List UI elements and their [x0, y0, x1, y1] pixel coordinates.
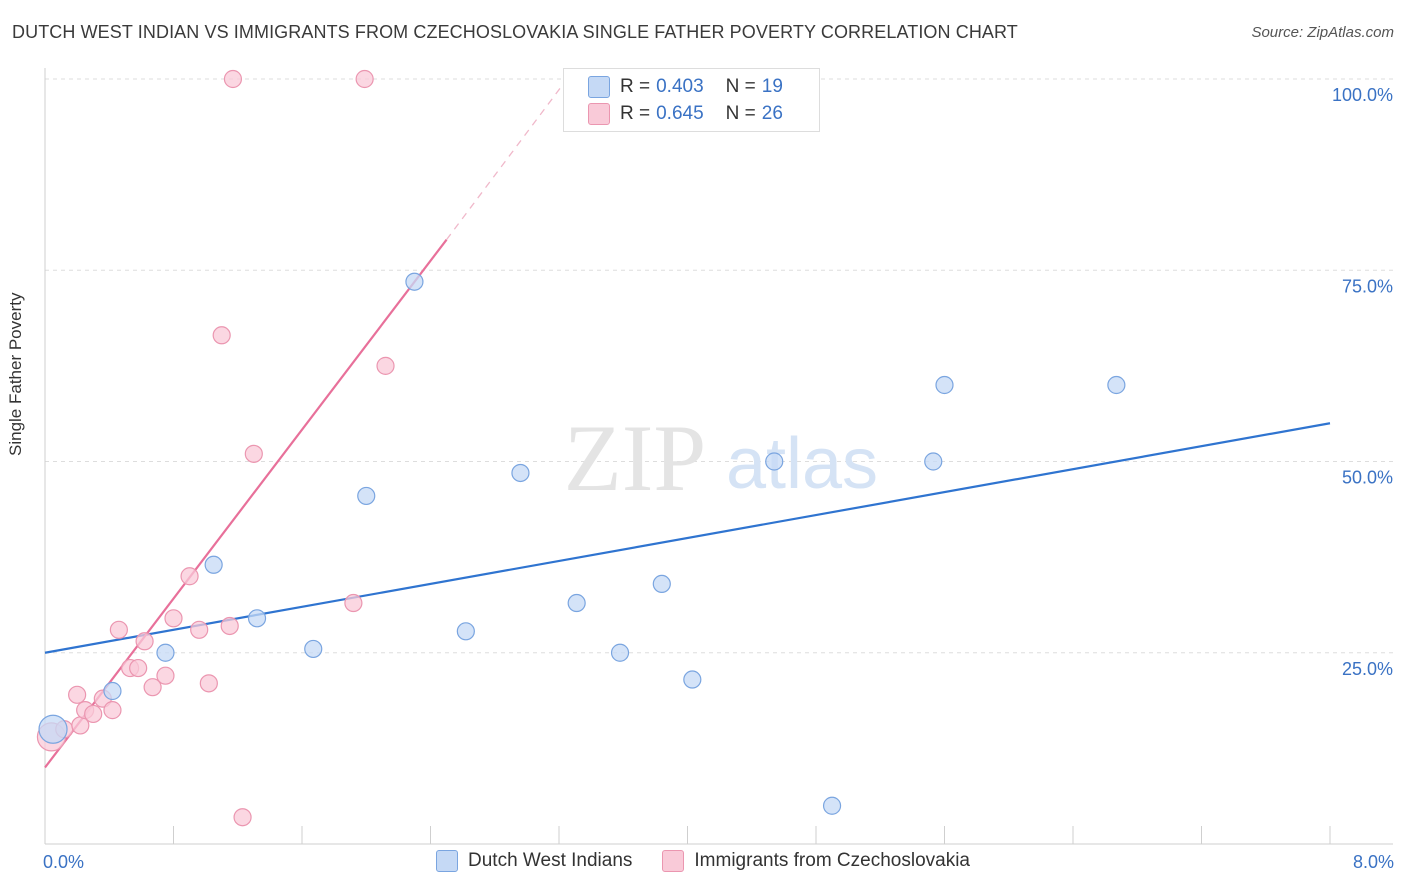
- legend-swatch-pink: [662, 850, 685, 872]
- czechoslovakia-point: [344, 593, 363, 613]
- dutch-west-indian-point: [652, 574, 671, 594]
- dutch-west-indian-point: [924, 452, 943, 471]
- stats-r-value: 0.403: [656, 76, 704, 97]
- czechoslovakia-point: [376, 356, 395, 375]
- dutch-west-indian-point: [765, 452, 784, 471]
- czechoslovakia-point: [84, 704, 103, 724]
- legend-swatch-blue: [436, 850, 458, 872]
- dutch-west-indian-point: [456, 622, 475, 641]
- legend-label: Dutch West Indians: [468, 850, 633, 871]
- trend-line-immigrants-czechoslovakia: [44, 238, 448, 769]
- dutch-west-indian-point: [822, 796, 842, 815]
- stats-swatch-pink: [588, 103, 610, 125]
- czechoslovakia-point: [244, 444, 263, 463]
- dutch-west-indian-point: [304, 639, 323, 659]
- dutch-west-indian-point: [38, 714, 68, 744]
- dutch-west-indian-point: [103, 681, 122, 701]
- watermark: ZIP atlas: [564, 405, 878, 511]
- y-axis-label-wrap: Single Father Poverty: [6, 293, 26, 456]
- stats-r-value: 0.645: [656, 103, 704, 124]
- stats-n-label: N =: [725, 103, 756, 124]
- y-tick-label: 50.0%: [1342, 468, 1393, 488]
- axis-layer: 25.0% 50.0% 75.0% 100.0%: [44, 68, 1393, 845]
- dutch-west-indian-point: [357, 486, 376, 506]
- czechoslovakia-point: [220, 616, 239, 636]
- czechoslovakia-point: [212, 326, 231, 345]
- stats-r-label: R =: [620, 103, 651, 124]
- y-tick-label: 100.0%: [1332, 85, 1393, 105]
- stats-n-value: 19: [761, 76, 783, 97]
- dutch-west-indian-point: [683, 670, 702, 689]
- czechoslovakia-point: [135, 632, 154, 651]
- watermark-atlas: atlas: [726, 424, 878, 504]
- stats-n-value: 26: [761, 103, 783, 124]
- grid-layer: [45, 78, 1393, 654]
- dutch-west-indian-point: [1107, 375, 1126, 395]
- dutch-west-indian-point: [610, 643, 630, 662]
- czechoslovakia-point: [129, 658, 148, 678]
- dutch-west-indian-point: [567, 593, 586, 613]
- czechoslovakia-point: [103, 701, 122, 720]
- dutch-west-indian-point: [405, 272, 424, 291]
- source-credit: Source: ZipAtlas.com: [1251, 24, 1394, 41]
- czechoslovakia-point: [190, 620, 209, 639]
- legend-item-dutch-west-indians[interactable]: Dutch West Indians: [436, 850, 632, 872]
- y-tick-label: 75.0%: [1342, 276, 1393, 296]
- czechoslovakia-point: [156, 666, 175, 685]
- trend-line-extension: [446, 78, 568, 241]
- correlation-stats-box: R = 0.403 N = 19 R = 0.645 N = 26: [563, 68, 820, 132]
- stats-row-dutch: R = 0.403 N = 19: [588, 74, 783, 100]
- chart-title: DUTCH WEST INDIAN VS IMMIGRANTS FROM CZE…: [12, 22, 1018, 42]
- czechoslovakia-point: [355, 69, 374, 89]
- czechoslovakia-point: [223, 69, 243, 89]
- watermark-zip: ZIP: [564, 405, 707, 511]
- dutch-west-indian-point: [204, 555, 223, 574]
- dutch-west-indian-point: [156, 643, 175, 662]
- y-axis-label: Single Father Poverty: [6, 292, 25, 456]
- czechoslovakia-point: [68, 685, 87, 704]
- dutch-west-indian-point: [935, 375, 954, 395]
- czechoslovakia-point: [164, 609, 183, 628]
- czechoslovakia-point: [199, 674, 218, 693]
- dutch-west-indian-point: [511, 463, 530, 483]
- czechoslovakia-point: [180, 567, 199, 586]
- legend-item-immigrants-czechoslovakia[interactable]: Immigrants from Czechoslovakia: [662, 850, 970, 872]
- stats-n-label: N =: [725, 76, 756, 97]
- legend-label: Immigrants from Czechoslovakia: [694, 850, 970, 871]
- stats-r-label: R =: [620, 76, 651, 97]
- x-axis-max-label: 8.0%: [1352, 852, 1394, 872]
- dutch-west-indian-point: [247, 609, 267, 628]
- y-tick-label: 25.0%: [1342, 659, 1393, 679]
- stats-swatch-blue: [588, 76, 610, 98]
- points-layer: [36, 69, 1126, 827]
- czechoslovakia-point: [233, 808, 252, 827]
- czechoslovakia-point: [143, 678, 162, 697]
- x-axis-min-label: 0.0%: [43, 852, 85, 872]
- chart-legend: Dutch West Indians Immigrants from Czech…: [0, 850, 1406, 872]
- stats-row-czech: R = 0.645 N = 26: [588, 101, 783, 127]
- czechoslovakia-point: [109, 620, 128, 639]
